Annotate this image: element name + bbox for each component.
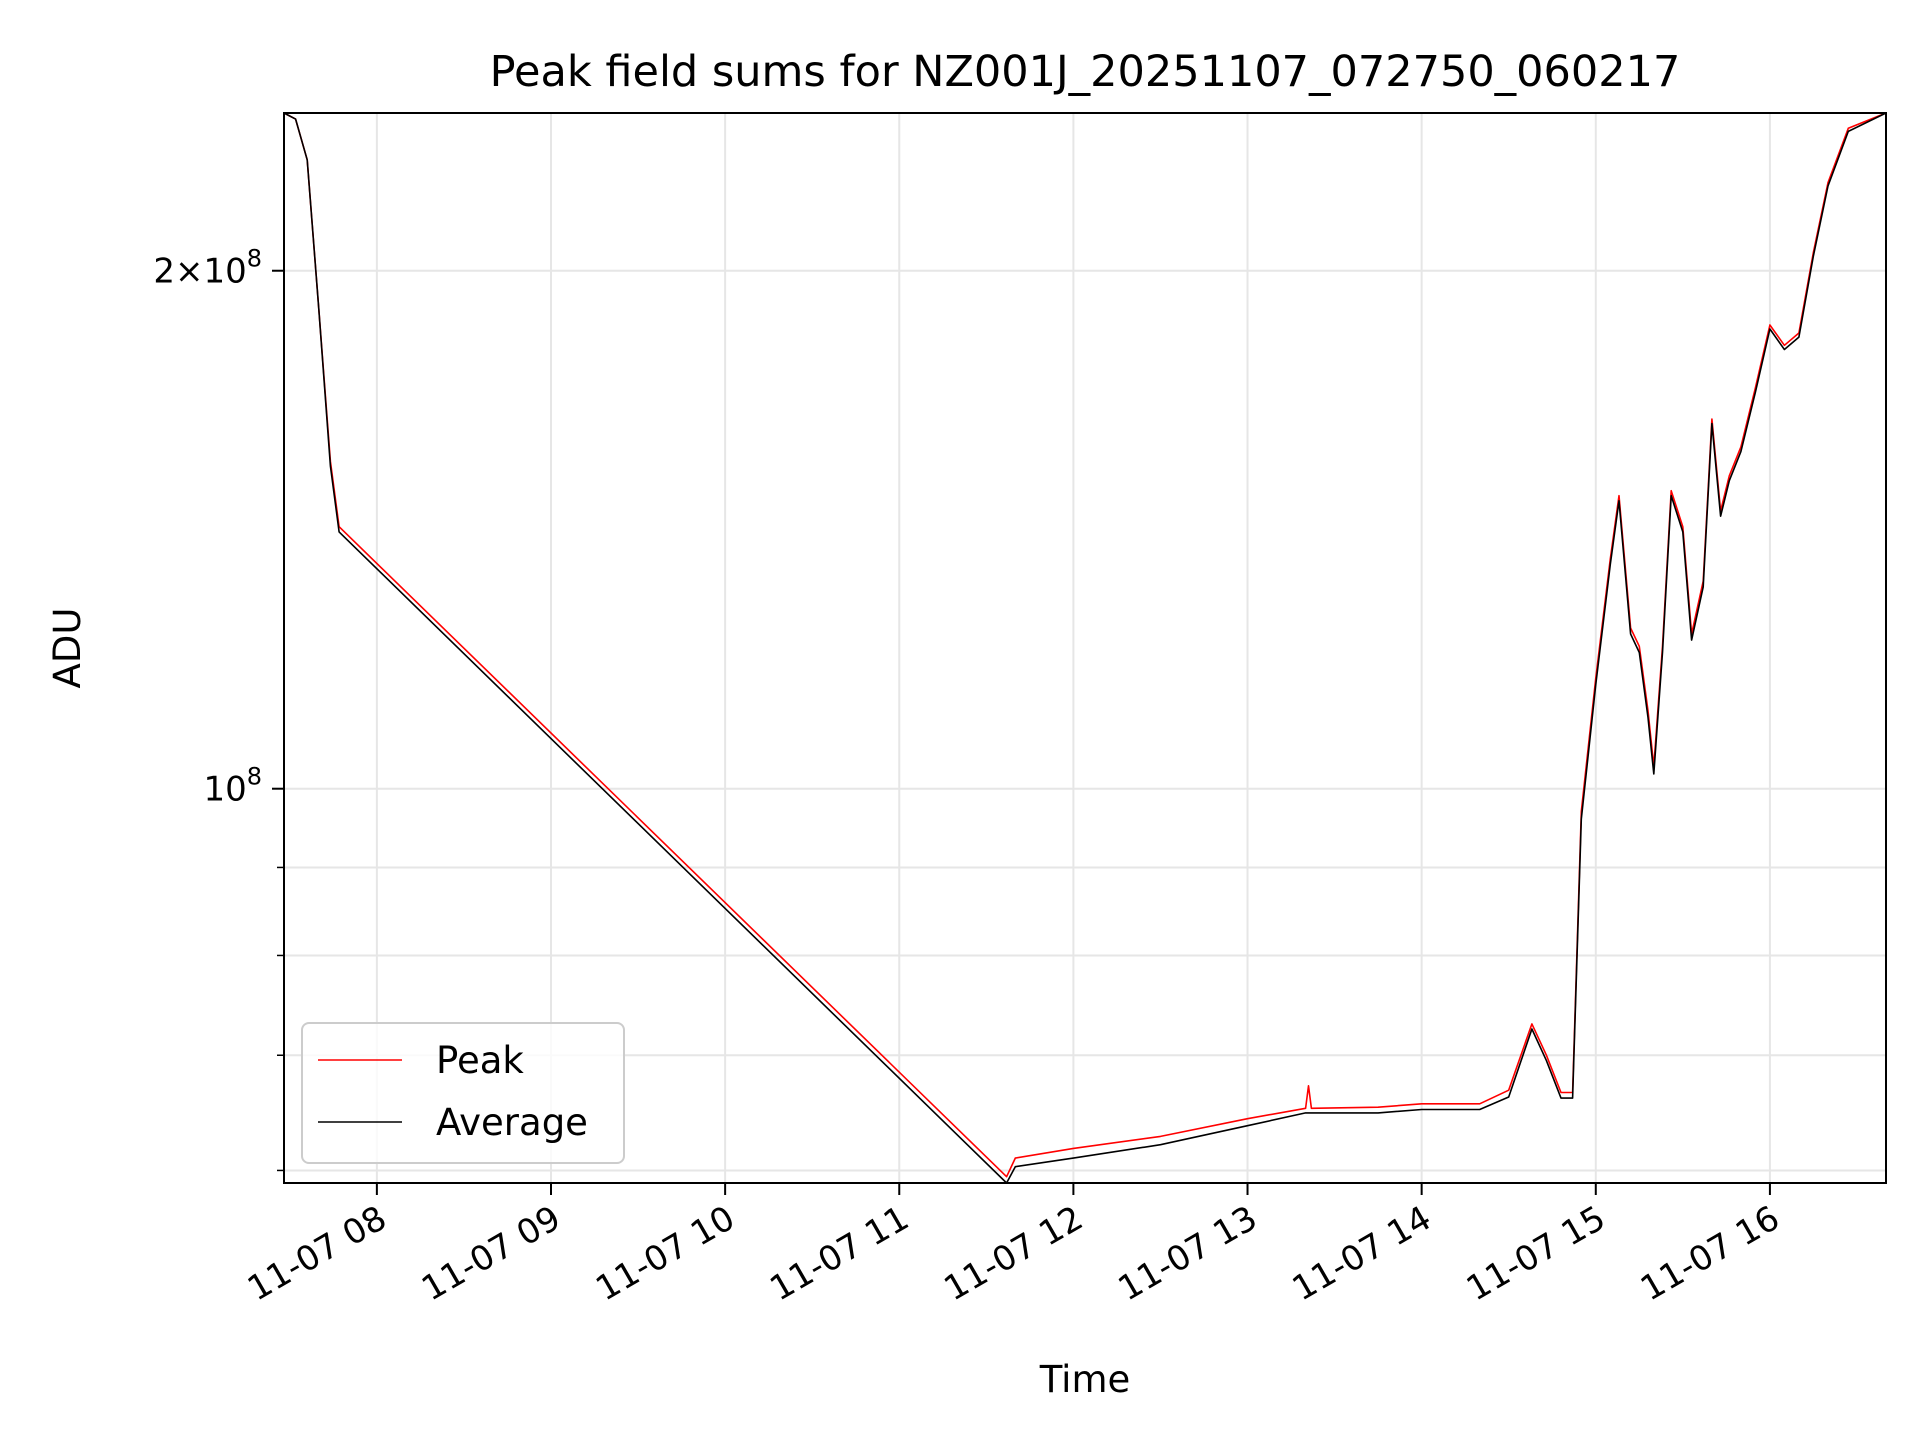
legend: Peak Average (301, 1022, 625, 1164)
grid-lines (284, 113, 1886, 1183)
legend-label-average: Average (436, 1101, 588, 1144)
plot-frame (283, 112, 1887, 1184)
legend-box (301, 1022, 625, 1164)
plot-lines (283, 112, 1887, 1184)
legend-label-peak: Peak (436, 1039, 524, 1082)
chart-title: Peak field sums for NZ001J_20251107_0727… (490, 47, 1681, 97)
y-tick-label: 108 (203, 763, 262, 810)
y-tick-label: 2×108 (153, 245, 262, 292)
x-axis-label: Time (1039, 1358, 1131, 1401)
y-axis: 108 2×108 (153, 245, 284, 1172)
series-line-average (283, 112, 1887, 1184)
y-axis-label: ADU (46, 608, 89, 689)
